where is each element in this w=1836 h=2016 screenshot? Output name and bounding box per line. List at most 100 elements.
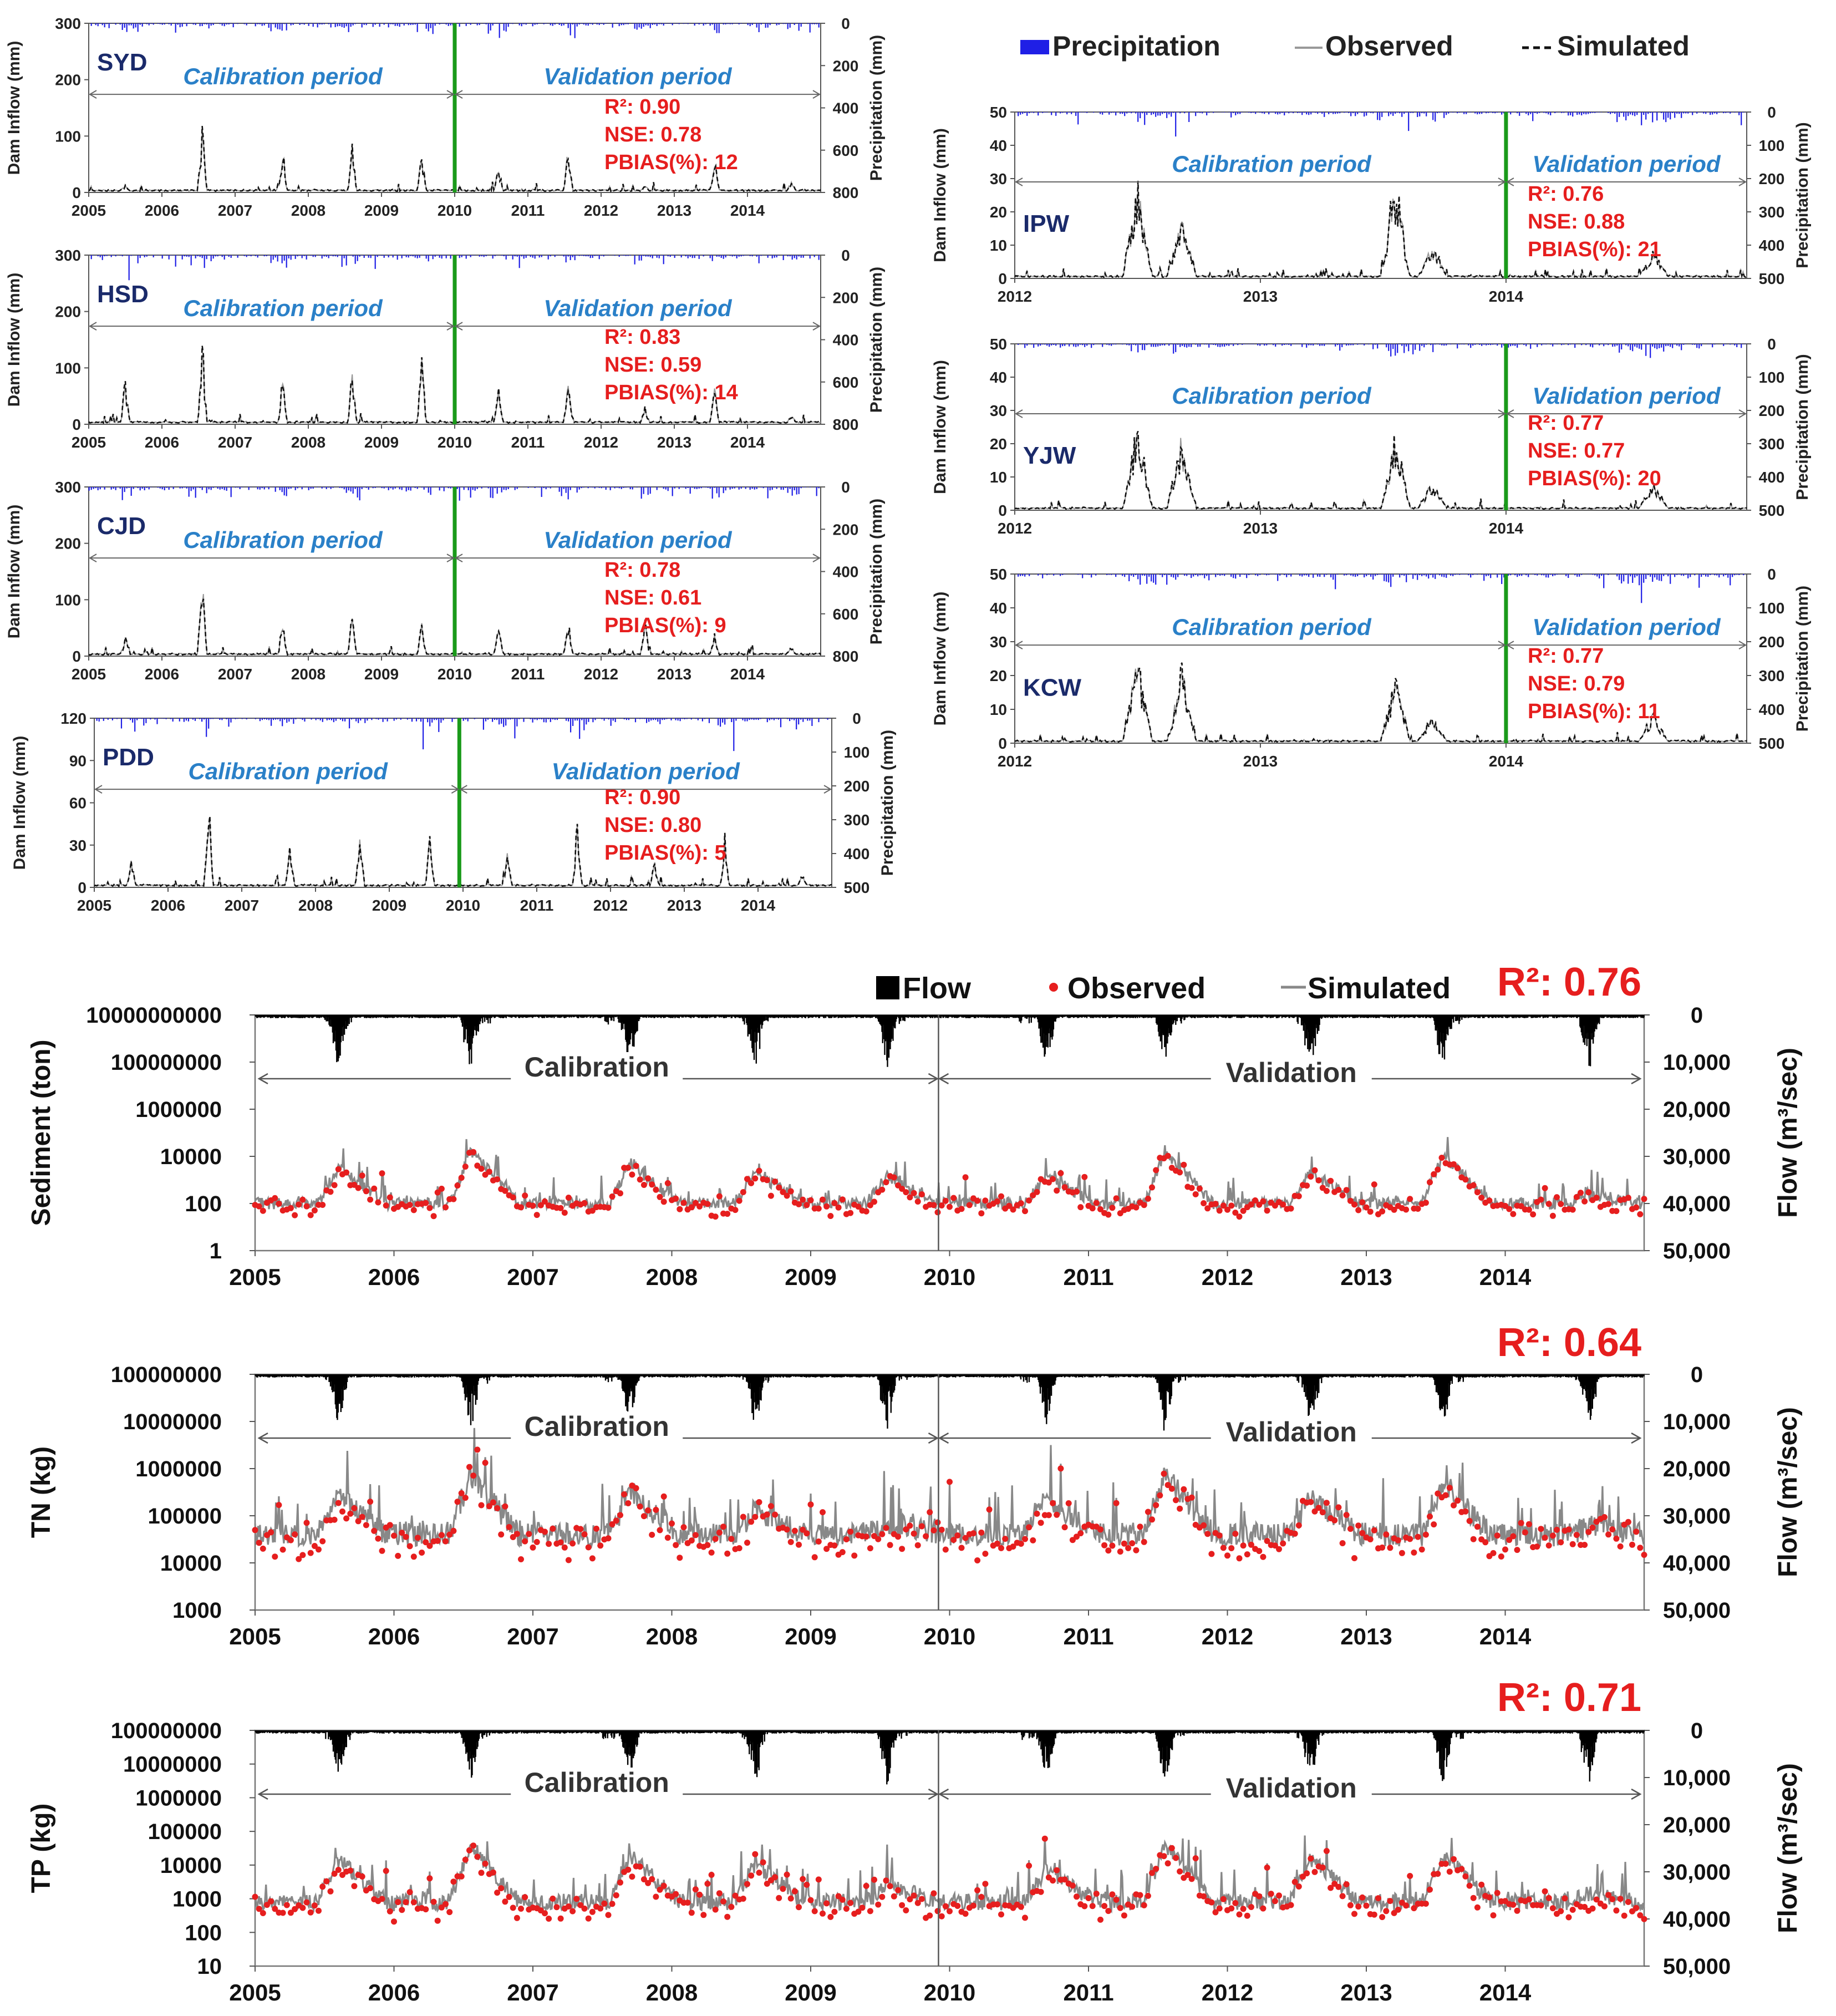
observed-point	[1613, 1535, 1620, 1542]
observed-point	[692, 1532, 699, 1538]
observed-point	[669, 1520, 675, 1527]
observed-point	[462, 1856, 469, 1863]
observed-point	[597, 1542, 604, 1549]
validation-arrow-head-left	[455, 90, 463, 99]
y2-tick-label: 0	[1691, 1003, 1703, 1028]
y-tick-label: 1000	[172, 1598, 222, 1623]
y2-tick-label: 200	[844, 778, 870, 795]
observed-point	[736, 1197, 742, 1204]
observed-point	[395, 1552, 401, 1559]
observed-point	[1125, 1545, 1132, 1551]
validation-arrow-head-right	[1738, 641, 1747, 649]
observed-point	[784, 1526, 790, 1533]
observed-point	[863, 1208, 869, 1215]
observed-point	[800, 1876, 806, 1882]
observed-point	[716, 1193, 723, 1200]
x-tick-label: 2011	[1063, 1623, 1113, 1649]
y2-tick-label: 400	[844, 845, 870, 862]
observed-point	[728, 1536, 735, 1542]
y2-tick-label: 300	[1759, 667, 1785, 684]
observed-point	[581, 1200, 588, 1206]
observed-point	[260, 1910, 266, 1916]
observed-point	[1522, 1529, 1528, 1536]
simulated-line	[254, 1835, 1645, 1914]
observed-point	[593, 1525, 599, 1532]
calibration-label: Calibration period	[188, 758, 388, 784]
observed-point	[450, 1196, 457, 1202]
observed-point	[542, 1528, 548, 1535]
observed-point	[1562, 1895, 1568, 1902]
observed-point	[1188, 1876, 1195, 1882]
observed-point	[287, 1537, 294, 1543]
validation-arrow-head-left	[455, 322, 463, 331]
y-axis-label: Dam Inflow (mm)	[5, 505, 23, 639]
observed-point	[756, 1870, 762, 1876]
observed-point	[1470, 1536, 1477, 1542]
y-tick-label: 90	[69, 752, 87, 769]
observed-point	[1609, 1896, 1616, 1902]
x-tick-label: 2009	[785, 1623, 836, 1649]
y2-tick-label: 100	[1759, 600, 1785, 617]
observed-point	[938, 1913, 945, 1919]
observed-point	[927, 1509, 933, 1516]
observed-point	[1323, 1500, 1330, 1506]
observed-point	[803, 1530, 810, 1537]
y2-tick-label: 200	[833, 521, 859, 538]
observed-point	[1379, 1208, 1386, 1215]
observed-point	[510, 1194, 516, 1201]
observed-point	[1427, 1179, 1433, 1186]
calibration-arrow-head-left	[89, 322, 97, 331]
y2-tick-label: 600	[833, 142, 859, 159]
observed-point	[1502, 1546, 1508, 1553]
observed-point	[1581, 1198, 1588, 1205]
observed-point	[724, 1550, 731, 1557]
y-tick-label: 10000000	[123, 1410, 222, 1434]
observed-point	[1149, 1870, 1155, 1876]
x-tick-label: 2006	[151, 897, 185, 914]
legend-wq-simulated-label: Simulated	[1308, 972, 1451, 1005]
y2-tick-label: 400	[1759, 701, 1785, 718]
observed-point	[1438, 1155, 1445, 1161]
observed-point	[347, 1510, 354, 1517]
observed-point	[1328, 1885, 1334, 1891]
simulated-line	[1014, 662, 1747, 744]
observed-point	[303, 1203, 310, 1210]
observed-point	[994, 1540, 1000, 1547]
observed-point	[970, 1902, 977, 1909]
observed-point	[1177, 1169, 1183, 1176]
x-tick-label: 2014	[730, 666, 765, 683]
stat-0: R²: 0.77	[1528, 412, 1604, 435]
calibration-label: Calibration period	[183, 63, 383, 89]
observed-point	[1462, 1873, 1469, 1880]
x-tick-label: 2008	[646, 1264, 698, 1290]
observed-point	[947, 1479, 953, 1485]
calibration-label: Calibration period	[183, 295, 383, 321]
y2-tick-label: 50,000	[1663, 1954, 1731, 1979]
y2-tick-label: 20,000	[1663, 1813, 1731, 1837]
observed-point	[1288, 1902, 1294, 1908]
observed-point	[585, 1544, 592, 1551]
observed-point	[458, 1490, 465, 1496]
calibration-arrow-head-left	[89, 553, 97, 562]
y2-tick-label: 400	[833, 563, 859, 581]
x-tick-label: 2007	[218, 666, 252, 683]
y2-tick-label: 400	[833, 332, 859, 349]
calibration-arrow-head-right	[1498, 641, 1506, 649]
y-tick-label: 50	[990, 336, 1007, 353]
observed-point	[1545, 1201, 1552, 1207]
observed-point	[363, 1188, 369, 1195]
observed-point	[752, 1175, 759, 1182]
observed-point	[279, 1546, 286, 1553]
observed-point	[895, 1533, 901, 1540]
observed-point	[1201, 1522, 1207, 1528]
observed-point	[1141, 1202, 1147, 1208]
y2-tick-label: 200	[1759, 402, 1785, 419]
observed-point	[526, 1531, 532, 1537]
observed-point	[613, 1517, 619, 1524]
observed-point	[478, 1165, 485, 1172]
observed-point	[577, 1526, 584, 1532]
observed-point	[1260, 1198, 1267, 1205]
observed-point	[1101, 1903, 1108, 1910]
x-tick-label: 2007	[218, 202, 252, 219]
